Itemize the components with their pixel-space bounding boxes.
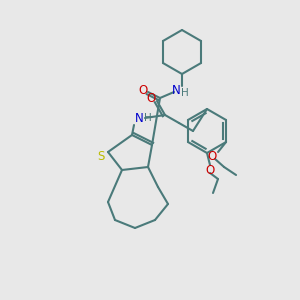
Text: O: O [146,92,156,104]
Text: O: O [206,164,214,176]
Text: S: S [97,149,105,163]
Text: O: O [207,149,217,163]
Text: N: N [172,83,180,97]
Text: N: N [135,112,143,124]
Text: H: H [181,88,189,98]
Text: H: H [144,113,152,123]
Text: O: O [138,83,148,97]
